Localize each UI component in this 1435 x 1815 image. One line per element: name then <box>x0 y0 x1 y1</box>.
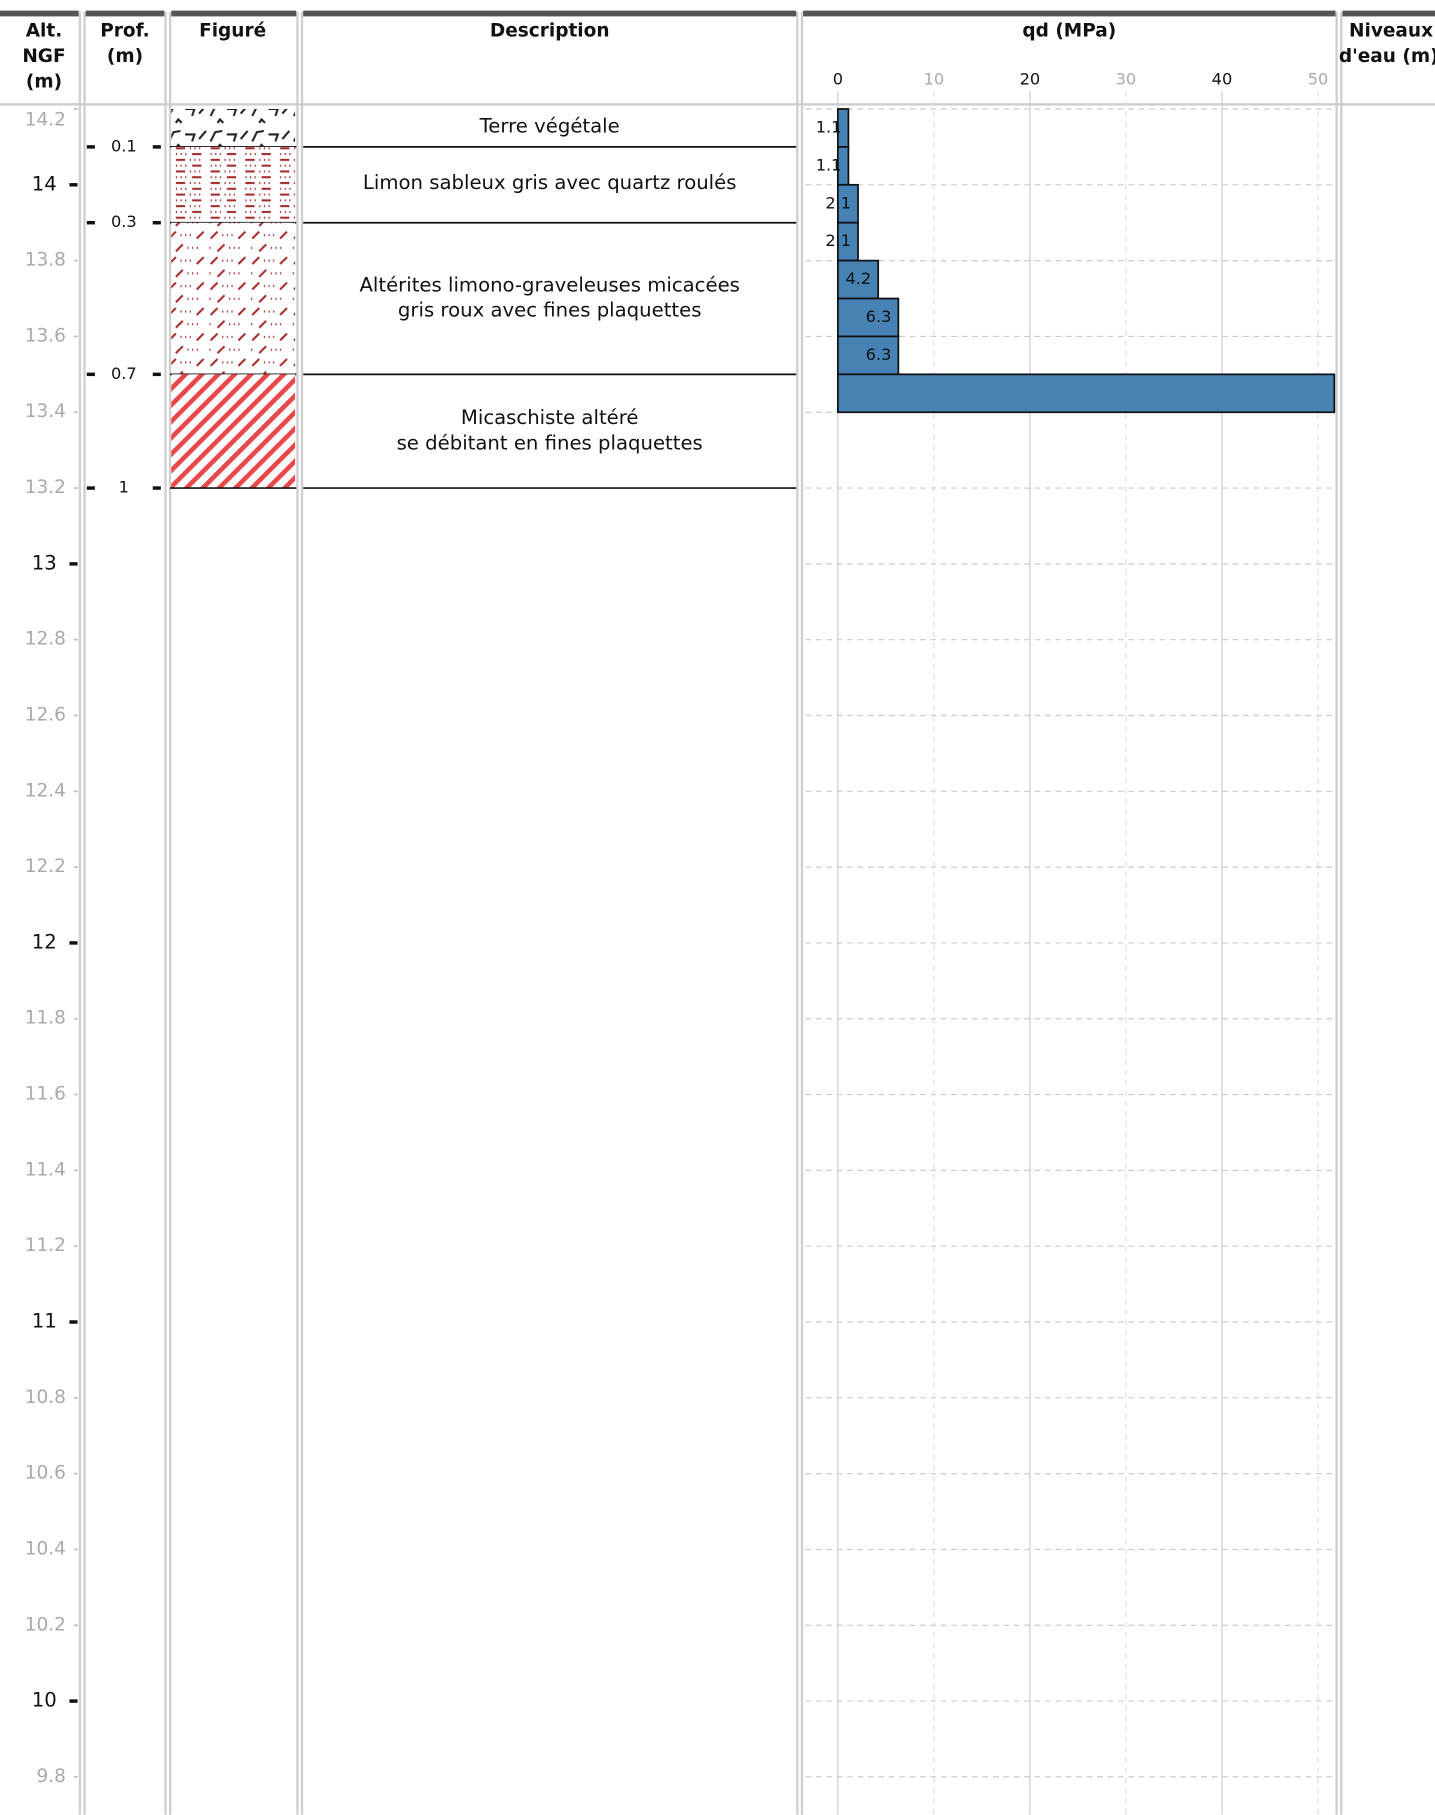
layer-description: Micaschiste altéré <box>461 406 639 429</box>
altitude-tick-label: 11.8 <box>25 1008 66 1029</box>
altitude-tick-label: 13 <box>32 551 57 574</box>
value-label: 1.1 <box>816 155 842 174</box>
value-label: 2.1 <box>825 231 851 250</box>
layer-description: Altérites limono-graveleuses micacées <box>359 273 739 296</box>
altitude-tick-label: 13.8 <box>25 250 66 271</box>
altitude-tick-label: 13.4 <box>25 401 66 422</box>
altitude-tick-label: 14.2 <box>25 110 66 131</box>
altitude-tick-label: 12.6 <box>25 704 66 725</box>
x-tick-label: 10 <box>924 70 945 89</box>
x-tick-label: 40 <box>1212 70 1233 89</box>
altitude-tick-label: 14 <box>32 172 57 195</box>
header: d'eau (m) <box>1339 46 1435 67</box>
altitude-tick-label: 10.8 <box>25 1387 66 1408</box>
depth-label: 0.1 <box>111 136 137 155</box>
altitude-tick-label: 12.2 <box>25 856 66 877</box>
x-tick-label: 20 <box>1020 70 1041 89</box>
lithology-figure <box>171 222 296 375</box>
layer-description: se débitant en fines plaquettes <box>397 431 703 454</box>
header: Prof. <box>100 20 149 41</box>
layer-description: Limon sableux gris avec quartz roulés <box>363 171 737 194</box>
altitude-tick-label: 12.8 <box>25 629 66 650</box>
value-label: 6.3 <box>866 307 892 326</box>
header: Niveaux <box>1349 20 1433 41</box>
depth-label: 0.3 <box>111 212 137 231</box>
altitude-tick-label: 13.6 <box>25 325 66 346</box>
header: (m) <box>107 46 143 67</box>
header-bars <box>0 10 1435 106</box>
header: Description <box>490 20 610 41</box>
altitude-tick-label: 10.2 <box>25 1614 66 1635</box>
lithology-figure <box>171 146 296 223</box>
altitude-tick-label: 10.4 <box>25 1538 66 1559</box>
value-label: 2.1 <box>825 193 851 212</box>
chart-title: qd (MPa) <box>1022 20 1116 41</box>
altitude-tick-label: 12.4 <box>25 780 66 801</box>
x-tick-label: 0 <box>833 70 843 89</box>
layer-description: Terre végétale <box>479 114 620 137</box>
value-label: 4.2 <box>845 269 871 288</box>
value-label: 6.3 <box>866 345 892 364</box>
layer-description: gris roux avec fines plaquettes <box>398 299 702 322</box>
altitude-tick-label: 12 <box>32 930 57 953</box>
lithology-figure <box>171 108 296 147</box>
header: (m) <box>26 71 62 92</box>
lithology-figure <box>171 374 296 489</box>
altitude-tick-label: 11 <box>32 1310 57 1333</box>
header: Figuré <box>199 20 266 41</box>
header: NGF <box>22 46 65 67</box>
bar <box>836 297 900 338</box>
x-tick-label: 30 <box>1116 70 1137 89</box>
altitude-tick-label: 13.2 <box>25 477 66 498</box>
altitude-tick-label: 10.6 <box>25 1463 66 1484</box>
depth-label: 0.7 <box>111 364 137 383</box>
depth-label: 1 <box>119 478 129 497</box>
bar <box>836 335 900 376</box>
value-label: 1.1 <box>816 117 842 136</box>
altitude-tick-label: 11.2 <box>25 1235 66 1256</box>
bar <box>836 373 1336 414</box>
column-frames <box>78 11 1343 1815</box>
header: Alt. <box>26 20 63 41</box>
altitude-tick-label: 10 <box>32 1689 57 1712</box>
altitude-tick-label: 9.8 <box>37 1766 66 1787</box>
altitude-tick-label: 11.4 <box>25 1159 66 1180</box>
altitude-tick-label: 11.6 <box>25 1084 66 1105</box>
x-tick-label: 50 <box>1308 70 1329 89</box>
